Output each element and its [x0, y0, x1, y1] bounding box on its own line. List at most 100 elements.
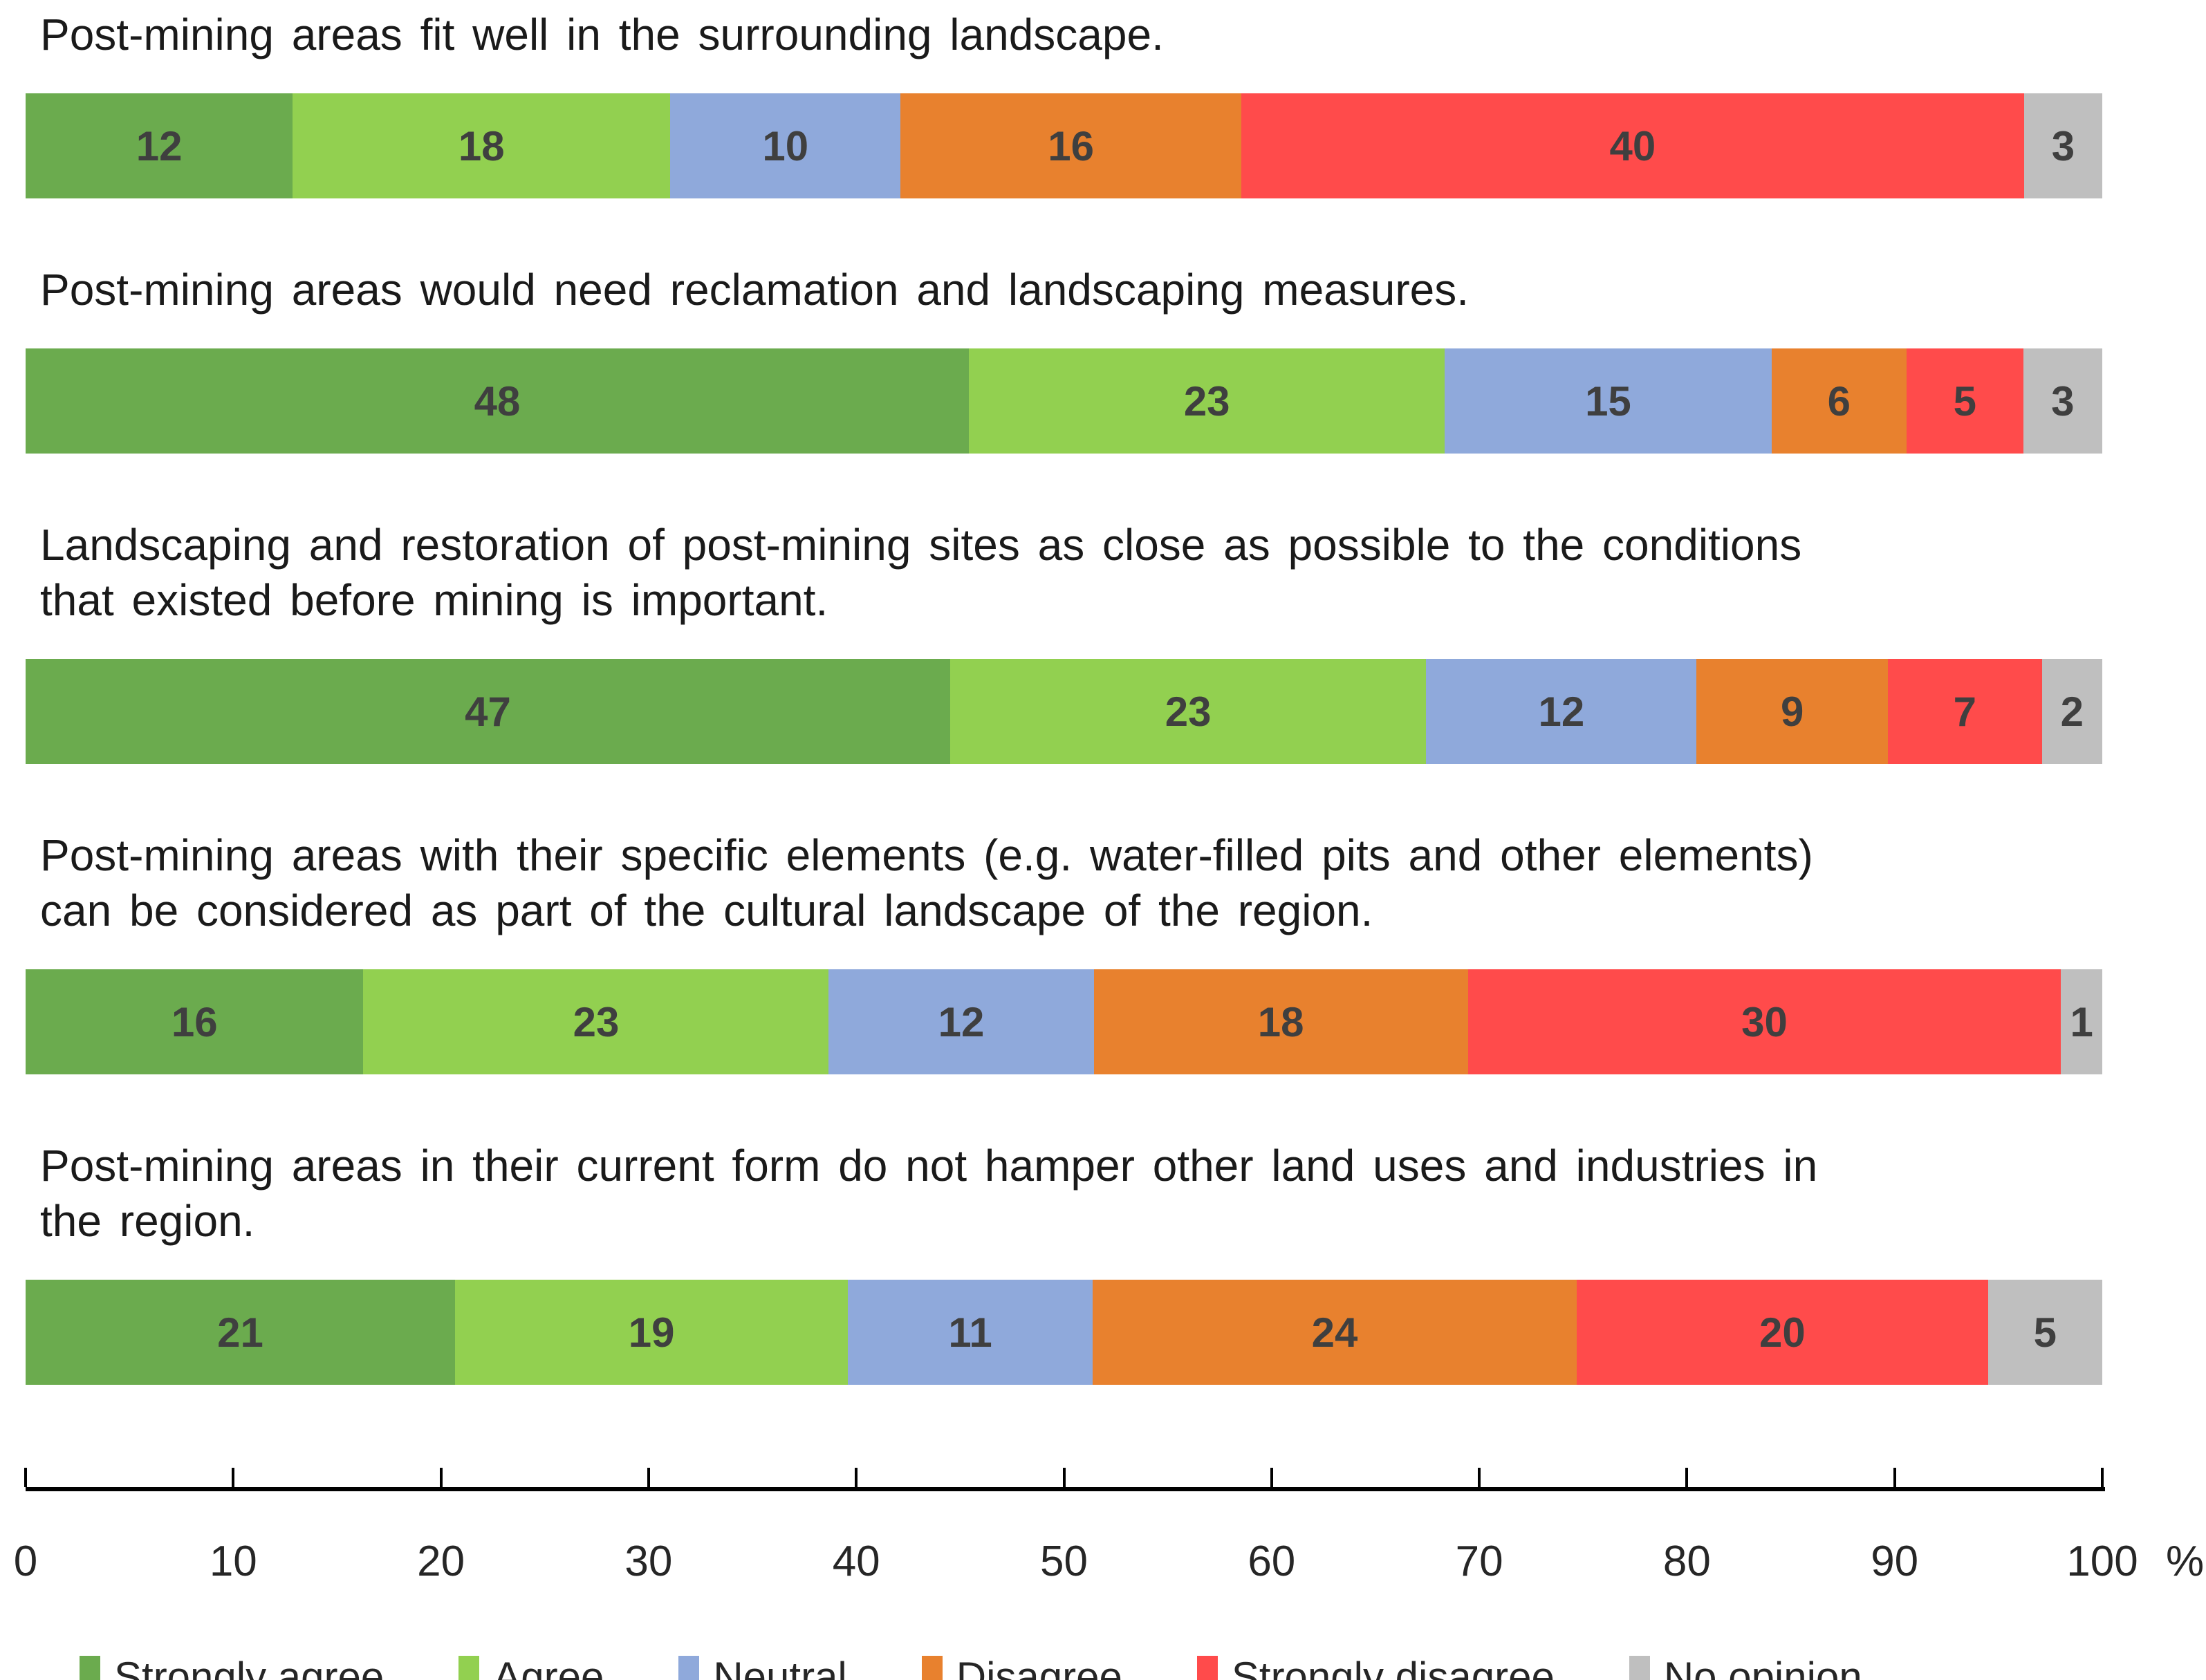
x-axis-tick-label: 90: [1871, 1538, 1919, 1585]
bar-segment-value: 7: [1953, 688, 1976, 735]
question-title-line: can be considered as part of the cultura…: [40, 886, 1373, 935]
question-title-line: Post-mining areas would need reclamation…: [40, 265, 1470, 315]
x-axis-tick-label: 100: [2066, 1538, 2138, 1585]
bar-segment-value: 21: [217, 1309, 263, 1356]
question-title-line: Post-mining areas fit well in the surrou…: [40, 10, 1164, 59]
x-axis-tick: [855, 1468, 858, 1487]
x-axis-tick-label: 10: [209, 1538, 257, 1585]
bar-segment-value: 47: [465, 688, 511, 735]
bar-segment-value: 19: [628, 1309, 675, 1356]
bar-segment: 23: [969, 348, 1445, 454]
bar-segment-value: 1: [2070, 998, 2093, 1045]
bar-segment-value: 23: [1165, 688, 1212, 735]
bar-segment-value: 48: [474, 377, 521, 424]
question-title-line: that existed before mining is important.: [40, 575, 828, 625]
bar-segment-value: 20: [1759, 1309, 1806, 1356]
stacked-bar: 47 23 12 9 7 2: [26, 659, 2102, 764]
bar-segment-value: 3: [2051, 122, 2075, 169]
bar-segment: 5: [1907, 348, 2023, 454]
bar-segment: 16: [26, 969, 364, 1074]
bar-segment-value: 6: [1827, 377, 1851, 424]
legend-item: Strongly disagree: [1196, 1653, 1555, 1680]
bar-segment: 15: [1445, 348, 1772, 454]
chart-section: Post-mining areas with their specific el…: [26, 828, 2206, 1074]
x-axis-tick: [1062, 1468, 1066, 1487]
x-axis-tick: [24, 1468, 27, 1487]
bar-segment: 3: [2023, 93, 2102, 198]
question-title-line: Landscaping and restoration of post-mini…: [40, 520, 1802, 570]
question-title: Post-mining areas fit well in the surrou…: [26, 7, 2206, 62]
legend-swatch: [80, 1655, 100, 1680]
x-axis-tick-label: 30: [624, 1538, 673, 1585]
stacked-bar: 16 23 12 18 30 1: [26, 969, 2102, 1074]
x-axis-tick: [439, 1468, 443, 1487]
bar-segment-value: 40: [1609, 122, 1656, 169]
bar-segment: 10: [670, 93, 901, 198]
bar-segment: 24: [1092, 1280, 1577, 1385]
question-title-line: Post-mining areas in their current form …: [40, 1141, 1818, 1191]
bar-segment: 40: [1241, 93, 2024, 198]
stacked-bar: 12 18 10 16 40 3: [26, 93, 2102, 198]
chart-section: Post-mining areas would need reclamation…: [26, 262, 2206, 454]
legend-label: Strongly agree: [114, 1654, 384, 1680]
legend-label: Neutral: [713, 1654, 847, 1680]
x-axis-line: [26, 1487, 2105, 1491]
legend-item: Agree: [458, 1653, 604, 1680]
legend-label: Agree: [493, 1654, 604, 1680]
bar-segment-value: 11: [948, 1309, 992, 1356]
x-axis-tick-label: 60: [1248, 1538, 1296, 1585]
bar-segment: 9: [1696, 659, 1889, 764]
bar-segment: 3: [2023, 348, 2102, 454]
bar-segment: 1: [2061, 969, 2102, 1074]
x-axis-unit-label: %: [2166, 1538, 2205, 1585]
legend-label: Strongly disagree: [1231, 1654, 1555, 1680]
bar-segment: 23: [949, 659, 1427, 764]
x-axis-tick-label: 0: [13, 1538, 38, 1585]
legend-swatch: [1629, 1655, 1650, 1680]
bar-segment: 21: [26, 1280, 455, 1385]
chart-section: Post-mining areas in their current form …: [26, 1138, 2206, 1385]
question-title: Landscaping and restoration of post-mini…: [26, 517, 2206, 628]
legend-swatch: [678, 1655, 700, 1680]
bar-segment: 47: [26, 659, 950, 764]
chart-section: Landscaping and restoration of post-mini…: [26, 517, 2206, 764]
question-title: Post-mining areas in their current form …: [26, 1138, 2206, 1249]
bar-segment: 30: [1467, 969, 2061, 1074]
bar-segment: 48: [26, 348, 970, 454]
x-axis-tick-label: 20: [417, 1538, 465, 1585]
x-axis-tick-label: 80: [1662, 1538, 1711, 1585]
bar-segment: 2: [2041, 659, 2102, 764]
x-axis-tick: [1685, 1468, 1689, 1487]
bar-segment-value: 3: [2051, 377, 2075, 424]
chart-legend: Strongly agree Agree Neutral Disagree Strong…: [80, 1653, 2206, 1680]
bar-segment: 23: [363, 969, 829, 1074]
question-title-line: Post-mining areas with their specific el…: [40, 830, 1813, 880]
bar-segment: 19: [454, 1280, 849, 1385]
bar-segment-value: 23: [573, 998, 620, 1045]
bar-segment: 7: [1888, 659, 2042, 764]
x-axis: % 0 10 20 30 40 50 60 70 80 90 100: [14, 1468, 2206, 1599]
legend-item: Strongly agree: [80, 1653, 384, 1680]
legend-label: No opinion: [1663, 1654, 1862, 1680]
x-axis-tick: [1270, 1468, 1273, 1487]
bar-segment: 18: [1093, 969, 1468, 1074]
legend-item: No opinion: [1629, 1653, 1862, 1680]
bar-segment-value: 16: [1048, 122, 1094, 169]
bar-segment-value: 2: [2060, 688, 2084, 735]
question-title-line: the region.: [40, 1196, 255, 1246]
bar-segment-value: 10: [762, 122, 809, 169]
bar-segment: 5: [1987, 1280, 2103, 1385]
x-axis-tick-label: 40: [832, 1538, 880, 1585]
x-axis-tick: [232, 1468, 235, 1487]
stacked-bar: 48 23 15 6 5 3: [26, 348, 2102, 454]
x-axis-tick-label: 50: [1040, 1538, 1088, 1585]
chart-section: Post-mining areas fit well in the surrou…: [26, 7, 2206, 198]
bar-segment-value: 12: [136, 122, 183, 169]
x-axis-tick: [1478, 1468, 1481, 1487]
bar-segment: 6: [1771, 348, 1907, 454]
bar-segment-value: 15: [1585, 377, 1631, 424]
bar-segment-value: 5: [2033, 1309, 2057, 1356]
x-axis-tick: [1893, 1468, 1896, 1487]
x-axis-tick: [2101, 1468, 2104, 1487]
